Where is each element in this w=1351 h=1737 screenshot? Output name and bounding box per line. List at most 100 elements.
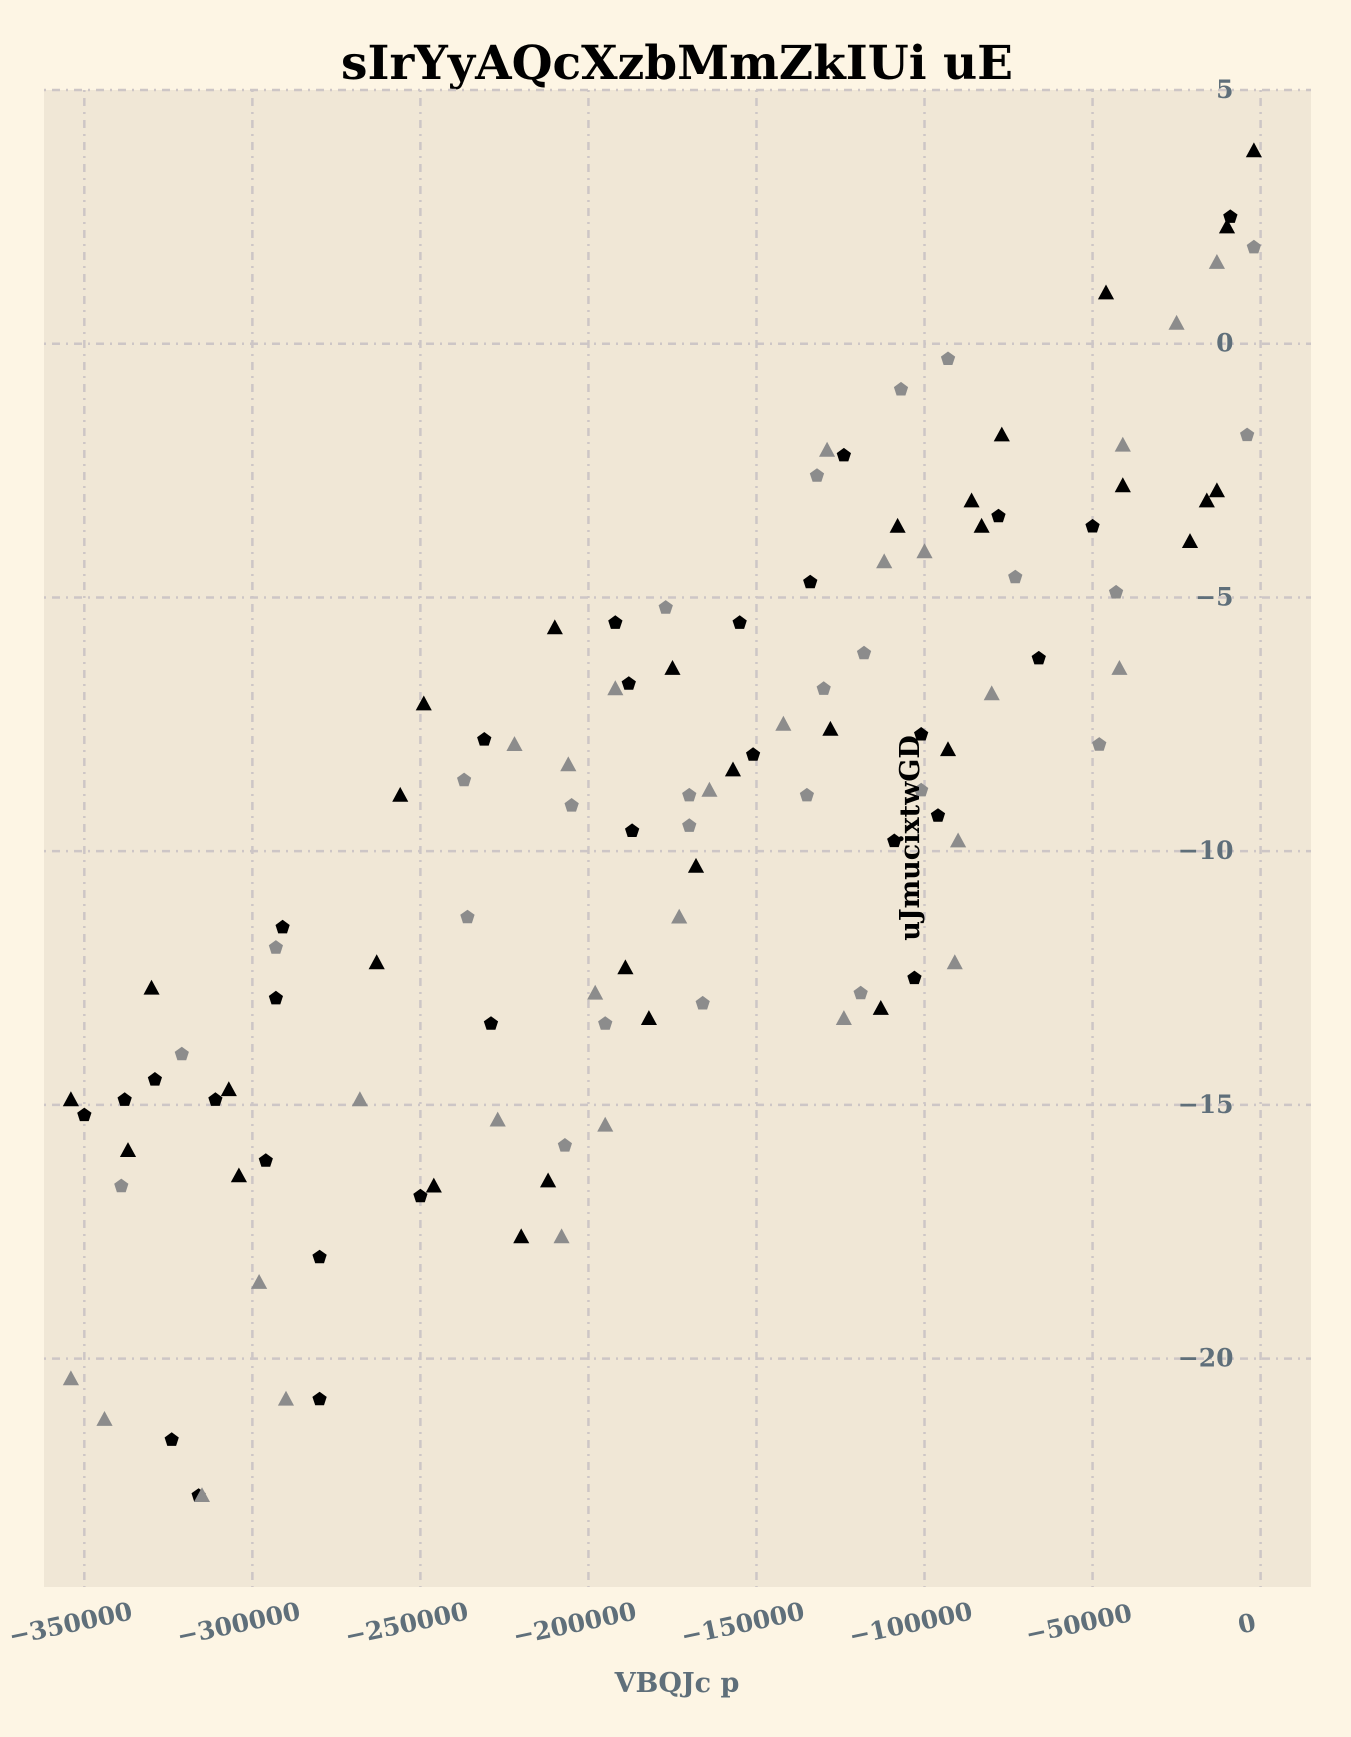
pentagon-marker-series-4 [853, 985, 868, 1000]
triangle-marker-series-1 [640, 1010, 657, 1025]
x-tick-label: −250000 [342, 1596, 471, 1650]
triangle-marker-series-3 [983, 685, 1000, 701]
triangle-marker-series-1 [724, 761, 741, 777]
triangle-marker-series-3 [193, 1487, 210, 1502]
y-tick-label: 5 [1216, 75, 1233, 104]
x-axis-ticks: −350000 −300000 −250000 −200000 −150000 −1000… [6, 1596, 1258, 1650]
plot-area [44, 90, 1311, 1587]
triangle-marker-series-1 [940, 741, 957, 757]
triangle-marker-series-3 [277, 1390, 294, 1406]
triangle-marker-series-3 [1111, 660, 1128, 675]
x-gridlines [83, 90, 1262, 1587]
pentagon-marker-series-4 [457, 772, 472, 787]
triangle-marker-series-1 [993, 426, 1010, 442]
pentagon-marker-series-4 [914, 782, 929, 797]
pentagon-marker-series-2 [208, 1092, 223, 1106]
triangle-marker-series-1 [889, 517, 906, 533]
triangle-marker-series-3 [819, 441, 836, 457]
x-tick-label: −150000 [678, 1596, 807, 1650]
pentagon-marker-series-2 [312, 1391, 327, 1406]
y-axis-ticks: 5 0 −5 −10 −15 −20 [1178, 75, 1234, 1373]
triangle-marker-series-3 [506, 736, 523, 751]
pentagon-marker-series-4 [564, 798, 579, 812]
pentagon-marker-series-2 [258, 1153, 273, 1167]
x-tick-label: −200000 [510, 1596, 639, 1650]
pentagon-marker-series-4 [658, 600, 673, 614]
triangle-marker-series-1 [1208, 482, 1225, 498]
chart-title: sIrYyAQcXzbMmZkIUi uE [341, 36, 1013, 91]
pentagon-marker-series-2 [991, 508, 1006, 523]
triangle-marker-series-3 [489, 1111, 506, 1127]
triangle-marker-series-3 [916, 543, 933, 559]
triangle-marker-series-1 [220, 1081, 237, 1097]
triangle-marker-series-3 [946, 954, 963, 970]
y-tick-label: −5 [1195, 582, 1233, 611]
pentagon-marker-series-4 [460, 909, 475, 924]
pentagon-marker-series-2 [887, 833, 902, 848]
triangle-marker-series-3 [560, 756, 577, 772]
triangle-marker-series-3 [1168, 314, 1185, 330]
pentagon-marker-series-4 [682, 818, 697, 832]
pentagon-marker-series-2 [77, 1107, 92, 1122]
pentagon-marker-series-4 [598, 1016, 613, 1030]
triangle-marker-series-3 [950, 832, 967, 848]
triangle-marker-series-1 [1198, 492, 1215, 508]
pentagon-marker-series-4 [695, 995, 710, 1010]
pentagon-marker-series-2 [746, 747, 761, 761]
pentagon-marker-series-4 [1108, 584, 1124, 599]
pentagon-marker-series-4 [174, 1046, 189, 1061]
pentagon-marker-series-4 [557, 1138, 572, 1152]
pentagon-marker-series-2 [836, 447, 851, 462]
y-tick-label: −15 [1178, 1090, 1234, 1119]
triangle-marker-series-1 [143, 979, 160, 995]
pentagon-marker-series-4 [268, 940, 283, 954]
triangle-marker-series-1 [973, 517, 990, 533]
triangle-marker-series-1 [425, 1177, 442, 1193]
x-tick-label: −300000 [174, 1596, 303, 1650]
triangle-marker-series-1 [415, 695, 432, 711]
pentagon-marker-series-2 [483, 1016, 499, 1030]
triangle-marker-series-1 [617, 959, 634, 975]
x-tick-label: 0 [1235, 1608, 1258, 1640]
triangle-marker-series-1 [963, 492, 980, 508]
x-axis-label: VBQJc p [614, 1668, 740, 1699]
pentagon-marker-series-2 [907, 970, 922, 985]
triangle-marker-series-1 [1097, 284, 1115, 300]
triangle-marker-series-3 [701, 781, 718, 797]
x-tick-label: −100000 [846, 1596, 975, 1650]
triangle-marker-series-3 [553, 1228, 570, 1244]
triangle-marker-series-1 [392, 786, 409, 802]
triangle-marker-series-1 [1245, 142, 1262, 158]
pentagon-marker-series-4 [893, 381, 909, 396]
y-tick-label: −10 [1178, 836, 1234, 865]
triangle-marker-series-1 [687, 857, 705, 873]
triangle-marker-series-3 [876, 553, 893, 569]
pentagon-marker-series-4 [1092, 737, 1107, 751]
triangle-marker-series-3 [251, 1274, 268, 1289]
pentagon-marker-series-2 [413, 1188, 428, 1203]
pentagon-marker-series-2 [1085, 518, 1100, 533]
pentagon-marker-series-2 [268, 990, 283, 1005]
pentagon-marker-series-2 [608, 615, 623, 629]
pentagon-marker-series-2 [147, 1072, 162, 1086]
pentagon-marker-series-2 [803, 574, 818, 589]
triangle-marker-series-3 [1208, 254, 1225, 269]
pentagon-marker-series-4 [1240, 427, 1255, 442]
triangle-marker-series-3 [351, 1091, 368, 1107]
y-gridlines [44, 88, 1311, 1360]
pentagon-marker-series-2 [312, 1249, 327, 1264]
triangle-marker-series-3 [587, 984, 604, 1000]
pentagon-marker-series-2 [477, 732, 492, 746]
pentagon-marker-series-2 [164, 1432, 179, 1446]
x-tick-label: −350000 [6, 1596, 135, 1650]
pentagon-marker-series-4 [682, 787, 697, 802]
pentagon-marker-series-2 [117, 1092, 132, 1106]
pentagon-marker-series-2 [1223, 209, 1238, 223]
triangle-marker-series-1 [872, 1000, 889, 1015]
y-axis-label: uJmucixtwGD [895, 735, 926, 941]
pentagon-marker-series-4 [114, 1178, 129, 1193]
y-tick-label: 0 [1216, 329, 1233, 358]
triangle-marker-series-1 [368, 954, 385, 970]
triangle-marker-series-3 [607, 680, 624, 696]
